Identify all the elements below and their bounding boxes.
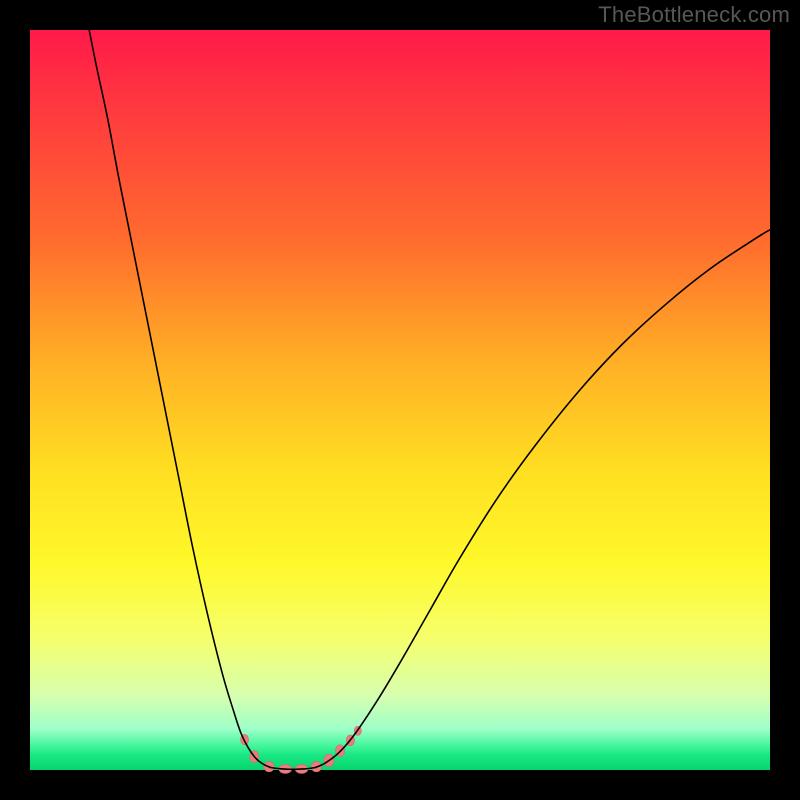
plot-background <box>30 30 770 770</box>
watermark-text: TheBottleneck.com <box>598 2 790 28</box>
chart-stage: TheBottleneck.com <box>0 0 800 800</box>
bottleneck-chart-svg <box>0 0 800 800</box>
